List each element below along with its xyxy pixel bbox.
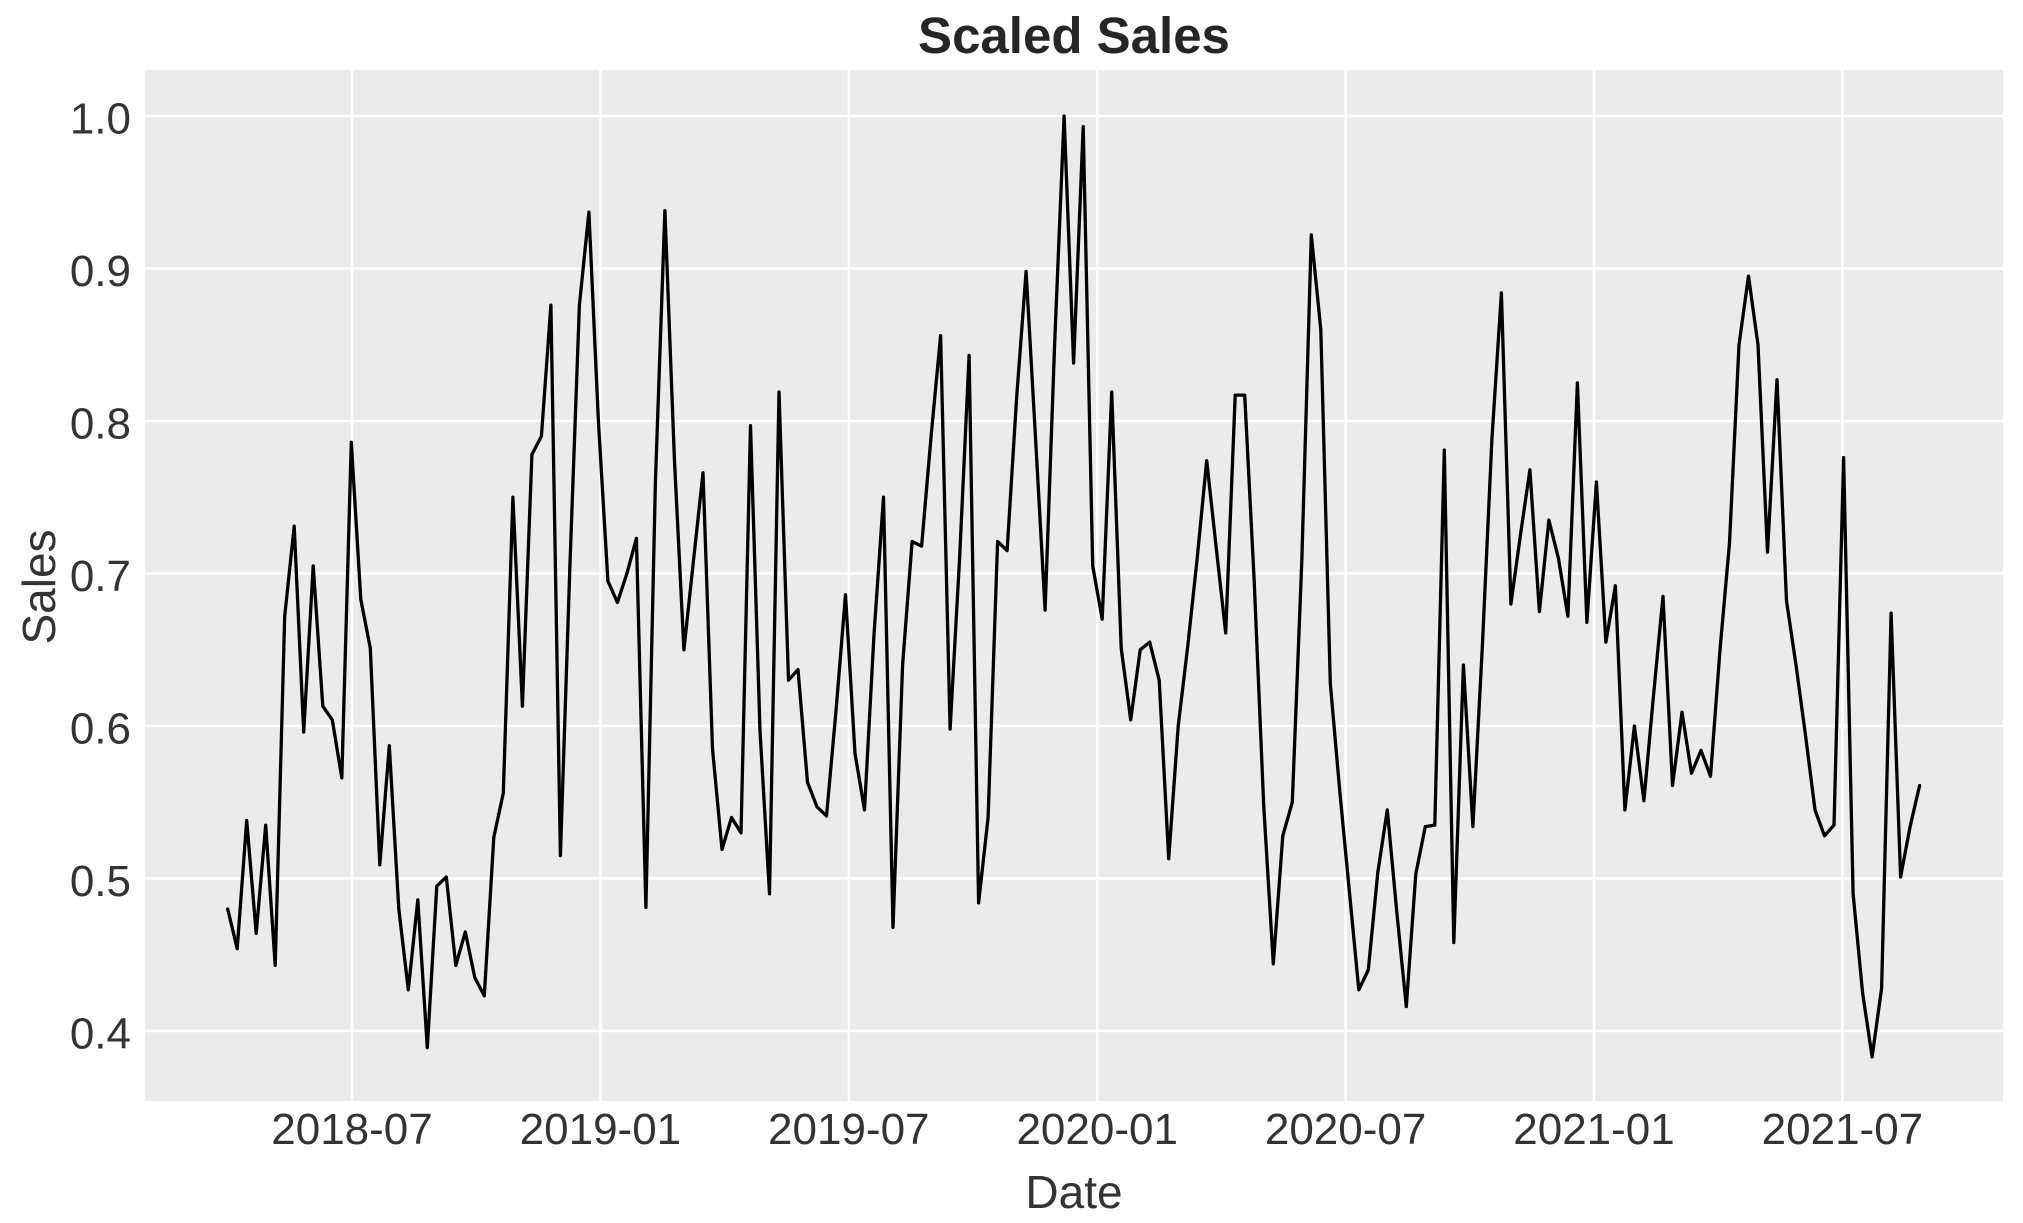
svg-text:2018-07: 2018-07 [271,1105,432,1154]
svg-text:0.6: 0.6 [70,705,131,754]
svg-text:2021-01: 2021-01 [1513,1105,1674,1154]
svg-text:1.0: 1.0 [70,95,131,144]
svg-text:0.9: 0.9 [70,247,131,296]
svg-text:0.7: 0.7 [70,552,131,601]
svg-text:Scaled Sales: Scaled Sales [918,7,1230,64]
svg-text:0.4: 0.4 [70,1010,131,1059]
svg-text:0.5: 0.5 [70,857,131,906]
svg-text:0.8: 0.8 [70,400,131,449]
svg-text:2021-07: 2021-07 [1762,1105,1923,1154]
svg-text:Date: Date [1025,1166,1122,1218]
svg-text:Sales: Sales [13,529,65,644]
svg-text:2019-01: 2019-01 [520,1105,681,1154]
svg-text:2020-01: 2020-01 [1016,1105,1177,1154]
svg-text:2020-07: 2020-07 [1265,1105,1426,1154]
svg-text:2019-07: 2019-07 [768,1105,929,1154]
